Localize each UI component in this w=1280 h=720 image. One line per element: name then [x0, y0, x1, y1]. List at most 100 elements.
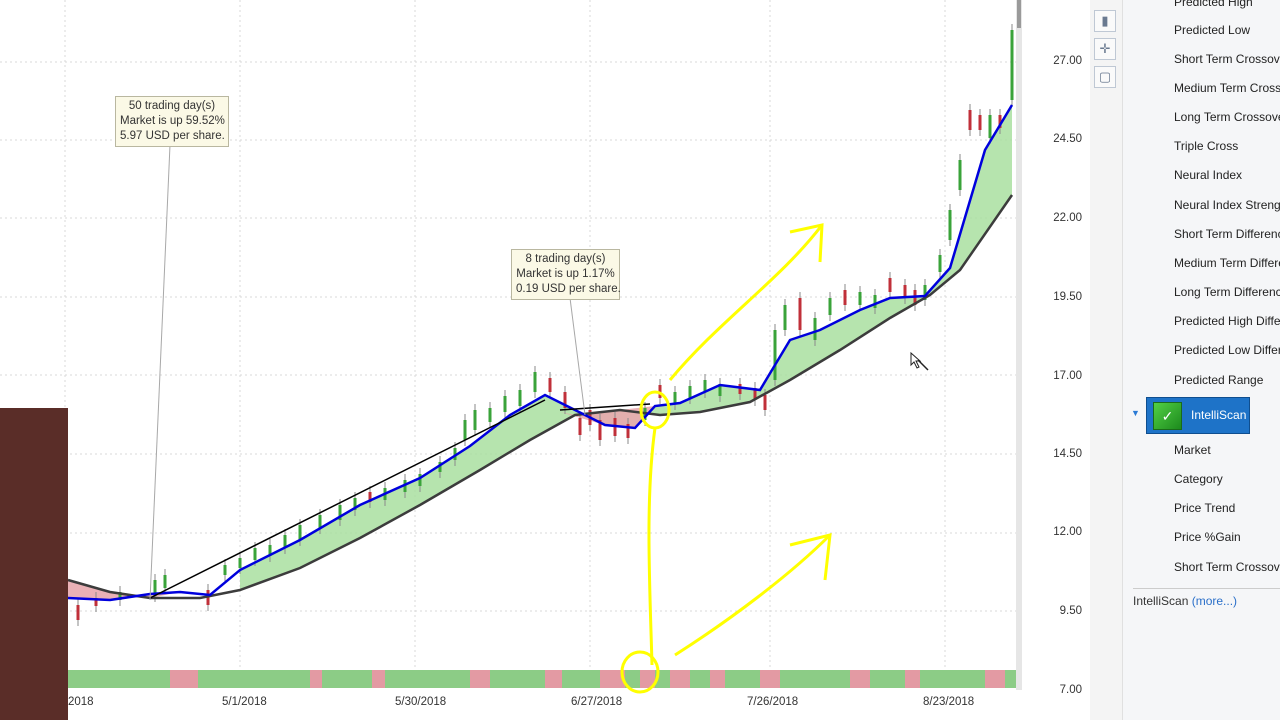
- signal-bar-segment: [710, 670, 725, 688]
- panel-item-medium-term-crossover[interactable]: Medium Term Crossover: [1174, 81, 1280, 95]
- y-tick-label: 27.00: [1053, 55, 1082, 67]
- candle-body: [368, 492, 372, 502]
- candle-body: [253, 548, 257, 560]
- y-tick-label: 24.50: [1053, 133, 1082, 145]
- signal-bar-segment: [850, 670, 870, 688]
- trend-line: [559, 403, 651, 411]
- candle-body: [798, 298, 802, 330]
- panel-item-price-gain[interactable]: Price %Gain: [1174, 530, 1241, 544]
- candle-body: [958, 160, 962, 190]
- panel-item-short-term-crossover[interactable]: Short Term Crossover: [1174, 52, 1280, 66]
- crosshair-icon[interactable]: ✛: [1094, 38, 1116, 60]
- collapse-arrow-icon[interactable]: ▼: [1131, 408, 1140, 418]
- x-tick-label: 6/27/2018: [571, 696, 623, 708]
- signal-bar-segment: [322, 670, 372, 688]
- more-link[interactable]: (more...): [1191, 594, 1238, 608]
- y-tick-label: 22.00: [1053, 212, 1082, 224]
- signal-bar-segment: [372, 670, 385, 688]
- candle-body: [1010, 30, 1014, 100]
- highlight-arrow: [674, 533, 832, 657]
- signal-bar-segment: [68, 670, 110, 688]
- candle-body: [418, 474, 422, 486]
- signal-bar-segment: [920, 670, 985, 688]
- panel-item-long-term-difference[interactable]: Long Term Difference: [1174, 285, 1280, 299]
- signal-bar-segment: [725, 670, 760, 688]
- panel-item-long-term-crossover[interactable]: Long Term Crossover: [1174, 110, 1280, 124]
- signal-bar-segment: [760, 670, 780, 688]
- candle-body: [923, 285, 927, 300]
- highlight-connector: [647, 427, 657, 666]
- panel-item-medium-term-difference[interactable]: Medium Term Difference: [1174, 256, 1280, 270]
- panel-item-category[interactable]: Category: [1174, 472, 1223, 486]
- x-tick-label: 5/1/2018: [222, 696, 267, 708]
- candle-body: [626, 424, 630, 438]
- candle-body: [828, 298, 832, 315]
- candle-body: [988, 115, 992, 138]
- rectangle-icon[interactable]: ▢: [1094, 66, 1116, 88]
- panel-item-neural-index[interactable]: Neural Index: [1174, 168, 1243, 182]
- price-axis: 27.00 24.50 22.00 19.50 17.00 14.50 12.0…: [1025, 0, 1090, 720]
- intelliscan-icon: ✓: [1153, 402, 1182, 430]
- signal-bar-segment: [780, 670, 850, 688]
- candle-body: [518, 390, 522, 406]
- candle-body: [753, 388, 757, 400]
- x-tick-label: 8/23/2018: [923, 696, 975, 708]
- candle-body: [563, 392, 567, 408]
- candle-body: [268, 545, 272, 556]
- signal-bar-segment: [240, 670, 310, 688]
- annotation-line: 8 trading day(s): [525, 253, 606, 265]
- panel-item-predicted-low-difference[interactable]: Predicted Low Difference: [1174, 343, 1280, 357]
- annotation-leader-line: [149, 144, 171, 601]
- y-tick-label: 9.50: [1059, 605, 1082, 617]
- candle-body: [353, 498, 357, 510]
- candle-body: [533, 372, 537, 392]
- candle-body: [238, 558, 242, 568]
- candle-body: [318, 515, 322, 528]
- panel-item-market[interactable]: Market: [1174, 443, 1211, 457]
- y-tick-label: 7.00: [1059, 684, 1082, 696]
- panel-item-predicted-high[interactable]: Predicted High: [1174, 0, 1253, 9]
- panel-item-price-trend[interactable]: Price Trend: [1174, 501, 1236, 515]
- signal-bar-segment: [385, 670, 470, 688]
- panel-item-predicted-low[interactable]: Predicted Low: [1174, 23, 1251, 37]
- candle-body: [773, 330, 777, 380]
- panel-item-short-term-crossover-2[interactable]: Short Term Crossover: [1174, 560, 1280, 574]
- panel-item-predicted-range[interactable]: Predicted Range: [1174, 373, 1264, 387]
- panel-item-short-term-difference[interactable]: Short Term Difference: [1174, 227, 1280, 241]
- candle-body: [903, 285, 907, 298]
- price-chart[interactable]: 50 trading day(s) Market is up 59.52% 5.…: [0, 0, 1025, 720]
- intelliscan-group-selected[interactable]: ✓ IntelliScan: [1146, 397, 1250, 434]
- signal-bar-segment: [470, 670, 490, 688]
- y-tick-label: 19.50: [1053, 291, 1082, 303]
- candle-body: [598, 420, 602, 440]
- mouse-cursor-icon: [910, 351, 929, 371]
- signal-bar-segment: [640, 670, 655, 688]
- candle-body: [488, 408, 492, 422]
- panel-item-predicted-high-difference[interactable]: Predicted High Difference: [1174, 314, 1280, 328]
- signal-bar-segment: [170, 670, 198, 688]
- panel-item-neural-index-strength[interactable]: Neural Index Strength: [1174, 198, 1280, 212]
- highlight-arrowhead: [789, 223, 824, 263]
- chart-toolbar: ▮ ✛ ▢: [1090, 0, 1122, 720]
- chart-scrollbar: [1016, 0, 1022, 690]
- candle-body: [94, 598, 98, 606]
- signal-bar-segment: [600, 670, 625, 688]
- panel-item-triple-cross[interactable]: Triple Cross: [1174, 139, 1239, 153]
- annotation-box-50-days: 50 trading day(s) Market is up 59.52% 5.…: [115, 96, 229, 147]
- signal-bar-segment: [110, 670, 170, 688]
- candle-body: [76, 605, 80, 620]
- highlight-arrow: [668, 224, 824, 381]
- candle-body: [948, 210, 952, 240]
- signal-bar-segment: [562, 670, 600, 688]
- candle-body: [888, 278, 892, 292]
- panel-footer-label: IntelliScan: [1133, 594, 1189, 608]
- chart-canvas[interactable]: [0, 0, 1025, 720]
- candle-icon[interactable]: ▮: [1094, 10, 1116, 32]
- candle-body: [338, 505, 342, 520]
- signal-bar-segment: [870, 670, 905, 688]
- annotation-line: 5.97 USD per share.: [120, 130, 225, 142]
- x-tick-label: 2018: [68, 696, 94, 708]
- candle-body: [118, 592, 122, 600]
- candle-body: [548, 378, 552, 392]
- signal-bar-segment: [905, 670, 920, 688]
